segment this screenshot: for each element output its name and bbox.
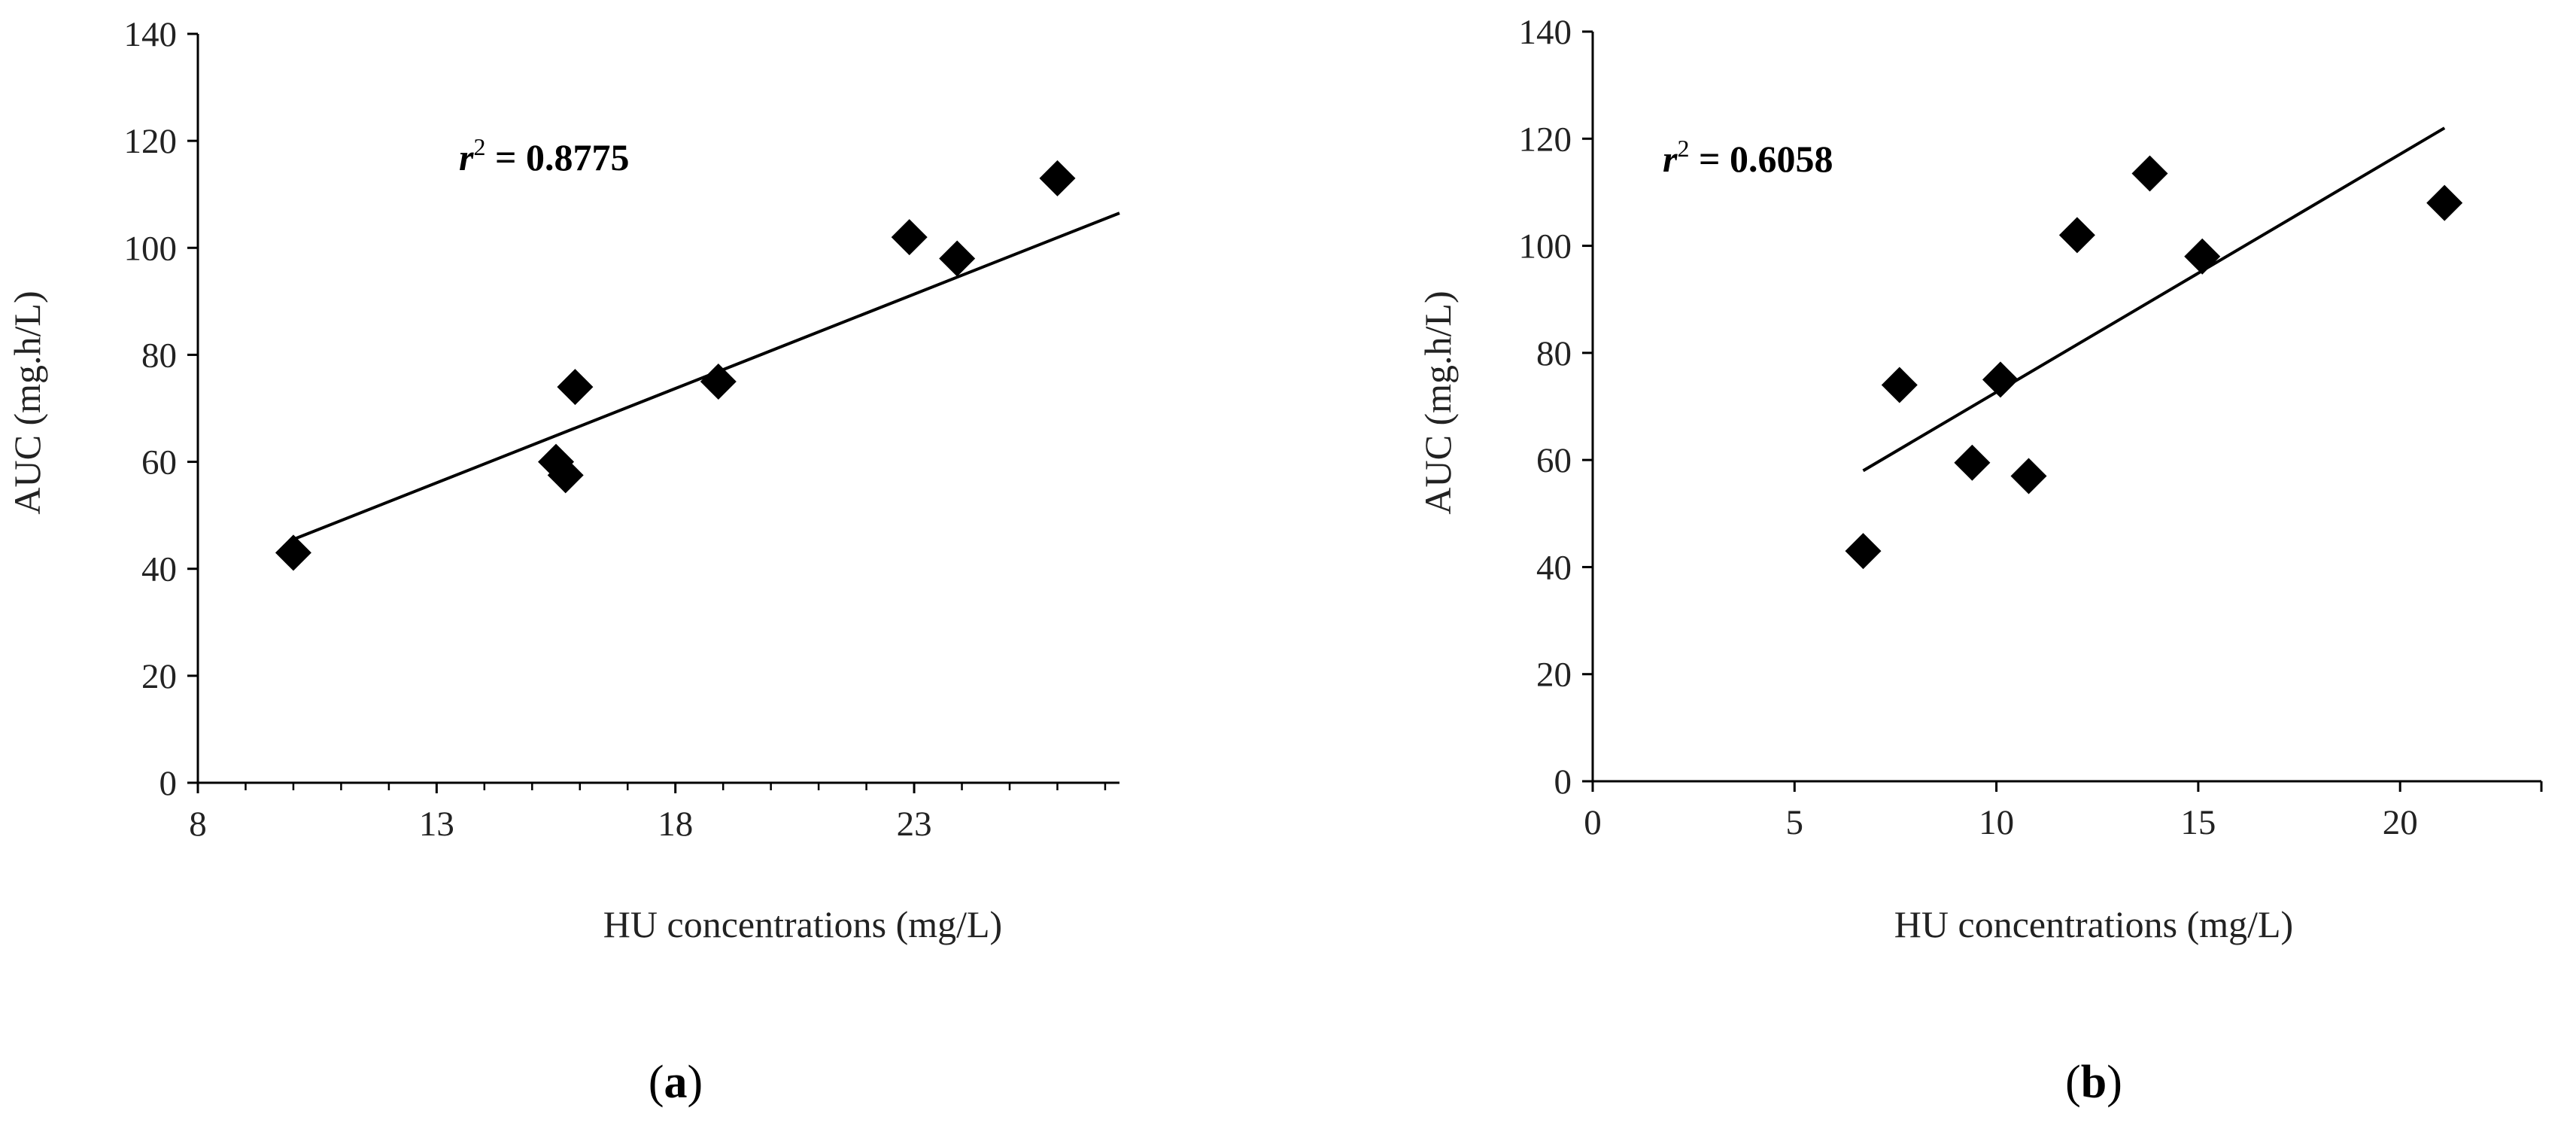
data-point xyxy=(2010,458,2047,494)
chart-panel-b: 0 20 40 60 80 100 120 140 0 5 10 15 20 AUC (mg.h/L)… xyxy=(1417,13,2543,1108)
x-axis-title-b: HU concentrations (mg/L) xyxy=(1894,903,2293,945)
y-tick-label: 40 xyxy=(141,550,177,589)
panel-label-b: (b) xyxy=(2065,1057,2122,1108)
data-point xyxy=(275,534,311,571)
y-tick-label: 140 xyxy=(124,15,178,54)
trendline-b xyxy=(1862,126,2446,473)
r-squared-annotation-a: r2 = 0.8775 xyxy=(459,133,629,178)
panel-label-a-open: ( xyxy=(649,1057,664,1108)
y-tick-label: 0 xyxy=(159,764,178,803)
data-point xyxy=(700,363,737,400)
data-point xyxy=(2131,155,2168,192)
data-point xyxy=(557,369,594,406)
data-point xyxy=(891,219,928,256)
y-tick-label: 100 xyxy=(1519,227,1572,266)
panel-label-a: (a) xyxy=(649,1057,703,1108)
y-tick-labels-a: 0 20 40 60 80 100 120 140 xyxy=(124,15,178,803)
r-symbol-a: r xyxy=(459,136,474,178)
data-points-b xyxy=(1845,155,2463,570)
panel-label-b-close: ) xyxy=(2107,1057,2122,1108)
y-tick-label: 0 xyxy=(1554,762,1572,802)
panel-label-b-open: ( xyxy=(2065,1057,2081,1108)
r-squared-value-b: = 0.6058 xyxy=(1689,138,1833,180)
y-tick-label: 80 xyxy=(1536,334,1572,373)
data-points-a xyxy=(275,160,1076,571)
axes-b xyxy=(1582,30,2543,792)
y-tick-label: 80 xyxy=(141,336,177,375)
r-squared-annotation-b: r2 = 0.6058 xyxy=(1663,135,1833,180)
data-point xyxy=(547,457,584,494)
x-tick-label: 18 xyxy=(658,805,693,844)
data-point xyxy=(2426,184,2463,221)
y-tick-label: 120 xyxy=(124,122,178,161)
x-tick-labels-a: 8 13 18 23 xyxy=(189,805,931,844)
axes-a xyxy=(187,32,1119,793)
r-superscript-a: 2 xyxy=(473,133,485,160)
x-tick-label: 10 xyxy=(1979,803,2014,842)
y-tick-label: 120 xyxy=(1519,120,1572,159)
data-point xyxy=(1881,367,1918,403)
panel-letter-a: a xyxy=(664,1057,688,1108)
x-tick-label: 8 xyxy=(189,805,207,844)
r-symbol-b: r xyxy=(1663,138,1678,180)
x-tick-label: 0 xyxy=(1584,803,1602,842)
trendline xyxy=(1862,126,2446,473)
y-axis-title-a: AUC (mg.h/L) xyxy=(6,291,48,514)
x-tick-label: 5 xyxy=(1786,803,1804,842)
y-tick-label: 140 xyxy=(1519,13,1572,52)
data-point xyxy=(1954,444,1991,481)
y-tick-label: 20 xyxy=(141,657,177,696)
x-tick-label: 13 xyxy=(419,805,454,844)
r-superscript-b: 2 xyxy=(1677,135,1689,162)
y-tick-label: 60 xyxy=(1536,441,1572,480)
x-tick-label: 20 xyxy=(2383,803,2418,842)
panel-label-a-close: ) xyxy=(688,1057,703,1108)
data-point xyxy=(2184,238,2221,275)
x-tick-label: 15 xyxy=(2180,803,2216,842)
data-point xyxy=(939,240,976,277)
data-point xyxy=(1845,533,1882,570)
x-tick-label: 23 xyxy=(897,805,932,844)
x-axis-title-a: HU concentrations (mg/L) xyxy=(603,903,1002,945)
r-squared-value-a: = 0.8775 xyxy=(485,136,629,178)
data-point xyxy=(2058,217,2095,254)
y-tick-label: 60 xyxy=(141,443,177,482)
y-tick-label: 100 xyxy=(124,229,178,268)
y-tick-label: 20 xyxy=(1536,656,1572,695)
data-point xyxy=(1982,361,2019,398)
y-tick-label: 40 xyxy=(1536,548,1572,587)
data-point xyxy=(1039,160,1076,196)
panel-letter-b: b xyxy=(2081,1057,2107,1108)
x-tick-labels-b: 0 5 10 15 20 xyxy=(1584,803,2417,842)
y-axis-title-b: AUC (mg.h/L) xyxy=(1417,291,1459,514)
y-tick-labels-b: 0 20 40 60 80 100 120 140 xyxy=(1519,13,1572,802)
